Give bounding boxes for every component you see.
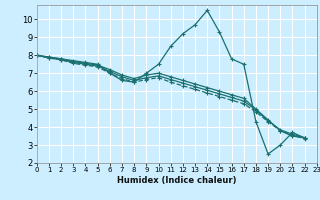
- X-axis label: Humidex (Indice chaleur): Humidex (Indice chaleur): [117, 176, 236, 185]
